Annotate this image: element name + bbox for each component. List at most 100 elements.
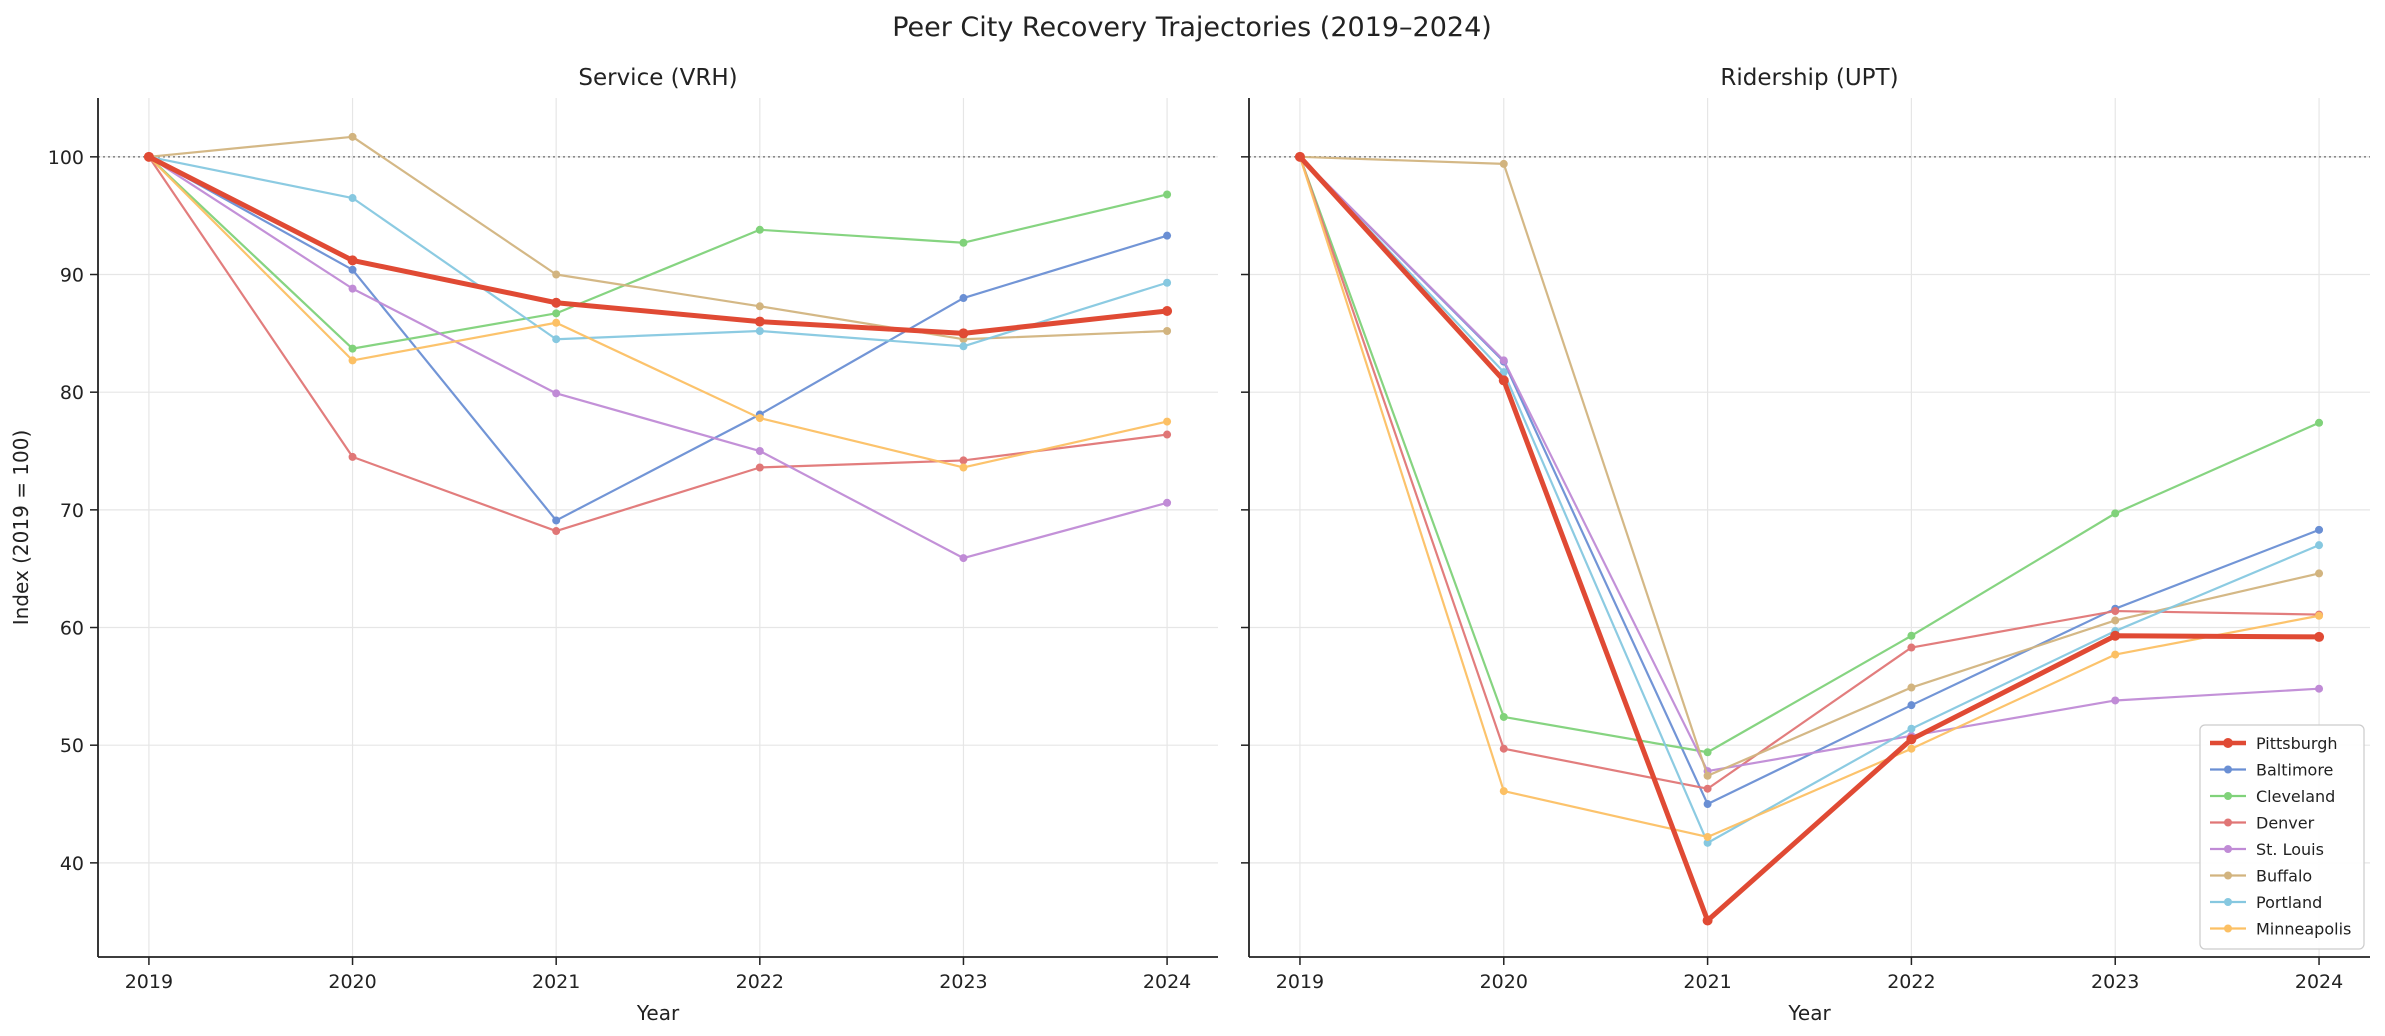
data-point-buffalo	[755, 302, 764, 311]
series-line-buffalo	[1298, 155, 2321, 777]
y-tick-label: 70	[60, 500, 84, 522]
data-point-cleveland	[1163, 190, 1172, 199]
legend-marker-st-louis	[2224, 845, 2232, 853]
legend-marker-minneapolis	[2224, 924, 2232, 933]
data-point-st-louis	[959, 554, 968, 563]
data-point-baltimore	[2315, 525, 2324, 534]
legend: Pittsburgh Baltimore Cleveland Denver St. Lo…	[2199, 724, 2365, 950]
data-point-cleveland	[552, 309, 561, 318]
x-tick-label: 2024	[1143, 971, 1191, 993]
data-point-cleveland	[1907, 631, 1916, 640]
panel-title: Service (VRH)	[578, 65, 737, 91]
y-tick-label: 60	[60, 618, 84, 640]
legend-label-denver: Denver	[2256, 814, 2315, 833]
legend-marker-baltimore	[2224, 765, 2232, 774]
data-point-denver	[1907, 643, 1916, 652]
data-point-pittsburgh	[143, 151, 154, 162]
y-tick-label: 100	[48, 147, 84, 169]
data-point-st-louis	[552, 389, 561, 398]
data-point-denver	[1499, 744, 1508, 753]
data-point-portland	[755, 326, 764, 335]
data-point-pittsburgh	[1498, 375, 1509, 386]
legend-label-minneapolis: Minneapolis	[2256, 920, 2351, 939]
series-line-portland	[1298, 155, 2321, 844]
data-point-portland	[1703, 838, 1712, 847]
legend-label-st-louis: St. Louis	[2256, 840, 2324, 859]
y-tick-label: 90	[60, 265, 84, 287]
x-axis-label: Year	[636, 1001, 680, 1025]
series-buffalo	[1295, 152, 2324, 780]
series-line-pittsburgh	[1297, 154, 2322, 924]
x-tick-label: 2023	[939, 971, 987, 993]
data-point-pittsburgh	[347, 255, 358, 266]
data-point-denver	[959, 456, 968, 465]
data-point-pittsburgh	[2314, 631, 2325, 642]
data-point-buffalo	[1907, 683, 1916, 692]
legend-label-cleveland: Cleveland	[2256, 787, 2335, 806]
data-point-minneapolis	[1163, 417, 1172, 426]
data-point-minneapolis	[959, 463, 968, 472]
data-point-portland	[1163, 278, 1172, 287]
series-denver	[144, 152, 1172, 536]
data-point-buffalo	[2111, 616, 2120, 625]
data-point-minneapolis	[1703, 832, 1712, 841]
data-point-portland	[1499, 368, 1508, 377]
data-point-denver	[2111, 607, 2120, 616]
data-point-denver	[1163, 430, 1172, 439]
legend-marker-cleveland	[2224, 792, 2232, 800]
data-point-cleveland	[1703, 748, 1712, 757]
series-portland	[144, 152, 1172, 351]
series-baltimore	[1295, 152, 2324, 809]
data-point-buffalo	[552, 270, 561, 279]
series-minneapolis	[1295, 152, 2324, 841]
data-point-baltimore	[1907, 701, 1916, 710]
figure-title: Peer City Recovery Trajectories (2019–20…	[892, 12, 1492, 43]
y-tick-label: 40	[60, 853, 84, 875]
x-tick-label: 2020	[1480, 971, 1528, 993]
data-point-st-louis	[348, 284, 357, 293]
series-line-minneapolis	[147, 155, 1169, 469]
data-point-denver	[755, 463, 764, 472]
legend-label-portland: Portland	[2256, 893, 2322, 912]
series-pittsburgh	[1294, 151, 2325, 926]
series-line-pittsburgh	[146, 154, 1170, 336]
series-line-portland	[147, 155, 1169, 348]
legend-marker-portland	[2224, 898, 2232, 906]
data-point-st-louis	[1163, 498, 1172, 507]
x-tick-label: 2019	[125, 971, 173, 993]
service-panel: 40 50 60 70 80 90 100 2019 2020 2021 2022 2023 2024 S…	[9, 65, 1218, 1025]
x-tick-label: 2022	[1887, 971, 1935, 993]
data-point-pittsburgh	[958, 328, 969, 339]
x-tick-label: 2022	[736, 971, 784, 993]
data-point-minneapolis	[2111, 650, 2120, 659]
data-point-baltimore	[552, 516, 561, 525]
data-point-baltimore	[348, 265, 357, 274]
data-point-pittsburgh	[1294, 151, 1305, 162]
data-point-minneapolis	[1907, 744, 1916, 753]
x-tick-label: 2023	[2091, 971, 2139, 993]
legend-label-pittsburgh: Pittsburgh	[2256, 734, 2338, 753]
y-tick-label: 50	[60, 735, 84, 757]
series-line-buffalo	[147, 135, 1169, 341]
legend-label-baltimore: Baltimore	[2256, 761, 2333, 780]
series-st-louis	[1295, 152, 2324, 776]
data-point-cleveland	[2315, 418, 2324, 427]
data-point-buffalo	[2315, 569, 2324, 578]
data-point-cleveland	[348, 344, 357, 353]
data-point-st-louis	[2315, 684, 2324, 693]
data-point-portland	[552, 335, 561, 344]
legend-label-buffalo: Buffalo	[2256, 867, 2312, 886]
data-point-denver	[552, 527, 561, 536]
data-point-pittsburgh	[2110, 630, 2121, 641]
data-point-portland	[2315, 541, 2324, 550]
data-point-pittsburgh	[754, 316, 765, 327]
data-point-portland	[1907, 724, 1916, 733]
data-point-buffalo	[348, 132, 357, 141]
data-point-pittsburgh	[1162, 305, 1173, 316]
x-tick-label: 2024	[2295, 971, 2343, 993]
data-point-st-louis	[755, 447, 764, 456]
y-axis-label: Index (2019 = 100)	[9, 430, 33, 626]
panel-title: Ridership (UPT)	[1720, 65, 1898, 91]
series-line-denver	[147, 155, 1169, 533]
x-tick-label: 2021	[1683, 971, 1731, 993]
